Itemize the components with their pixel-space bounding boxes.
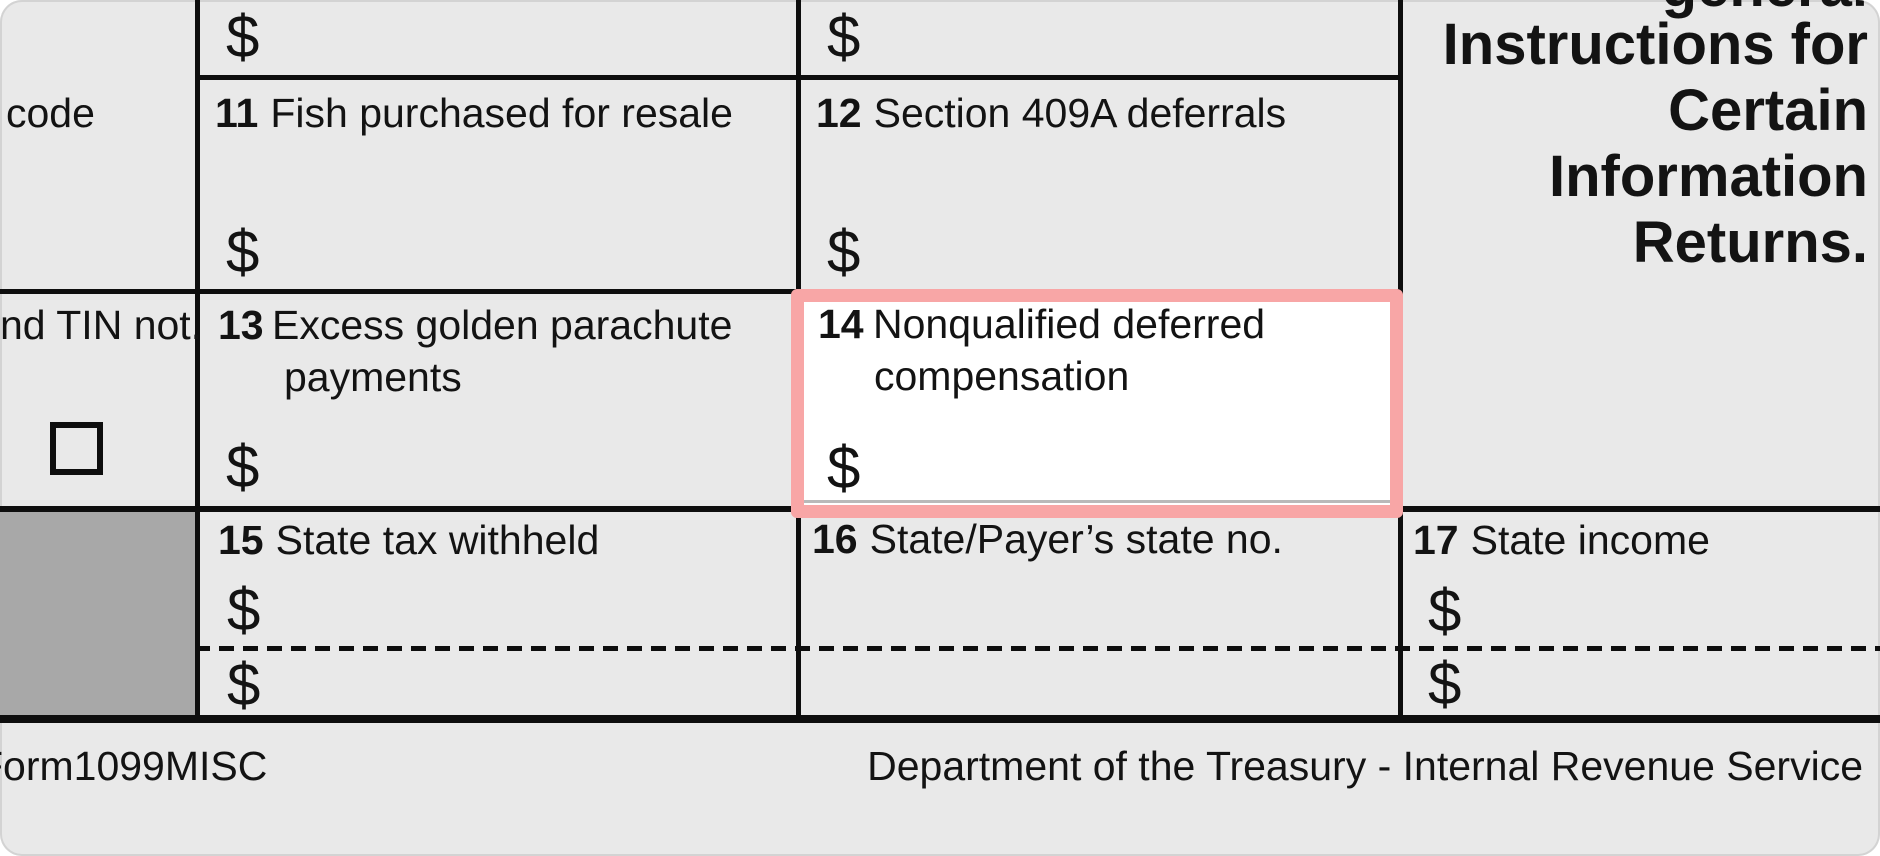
box17-amount-field-2[interactable] — [1403, 652, 1880, 714]
box14-label-line1: Nonqualified deferred — [873, 301, 1266, 347]
dollar-sign: $ — [1428, 577, 1462, 644]
box17-amount-field-1[interactable] — [1403, 555, 1880, 645]
box16-label: 16 State/Payer’s state no. — [812, 519, 1283, 560]
box13-label-line1: Excess golden parachute — [272, 302, 733, 348]
box15-amount-field-1[interactable] — [200, 555, 796, 645]
box16-label-text: State/Payer’s state no. — [869, 516, 1283, 562]
box11-label: 11 Fish purchased for resale — [215, 93, 733, 134]
second-tin-checkbox[interactable] — [50, 422, 103, 475]
grid-line-horizontal-2 — [0, 289, 1403, 294]
grid-line-vertical-1 — [195, 0, 200, 715]
box11-label-text: Fish purchased for resale — [270, 90, 733, 136]
box11-amount-field[interactable] — [200, 150, 796, 288]
instructions-heading: Instructions for Certain Information Ret… — [1443, 12, 1868, 276]
shaded-cell — [0, 512, 195, 715]
box17-label: 17 State income — [1413, 520, 1710, 561]
box14-inner-underline — [804, 500, 1390, 503]
box15-number: 15 — [218, 517, 264, 563]
code-label: code — [6, 90, 95, 136]
box17-number: 17 — [1413, 517, 1459, 563]
box11-number: 11 — [215, 90, 259, 136]
dollar-sign: $ — [227, 576, 261, 643]
second-tin-label: nd TIN not. — [0, 302, 203, 348]
instructions-line-2: Certain — [1668, 78, 1868, 143]
top-right-amount-field[interactable] — [801, 0, 1398, 73]
box13-amount-field[interactable] — [200, 400, 796, 504]
grid-line-horizontal-1 — [195, 75, 1403, 80]
box12-label: 12 Section 409A deferrals — [816, 93, 1286, 134]
box15-label-text: State tax withheld — [275, 517, 600, 563]
dollar-sign: $ — [827, 218, 861, 285]
box13-number: 13 — [218, 302, 264, 348]
box14-number: 14 — [818, 301, 864, 347]
box12-label-text: Section 409A deferrals — [873, 90, 1287, 136]
dollar-sign: $ — [827, 434, 861, 501]
dollar-sign: $ — [226, 433, 260, 500]
dollar-sign: $ — [226, 3, 260, 70]
agency-footer: Department of the Treasury - Internal Re… — [867, 743, 1863, 789]
box13-label-line2: payments — [284, 354, 462, 400]
top-left-amount-field[interactable] — [200, 0, 796, 73]
box15-label: 15 State tax withheld — [218, 520, 599, 561]
box14-label-line2: compensation — [874, 353, 1130, 399]
dollar-sign: $ — [827, 3, 861, 70]
instructions-line-4: Returns. — [1632, 210, 1868, 275]
box12-amount-field[interactable] — [801, 150, 1398, 288]
dashed-split-line — [195, 646, 1880, 651]
box16-field[interactable] — [801, 555, 1398, 713]
form-bottom-rule — [0, 715, 1880, 723]
instructions-clipped-word: general — [1662, 0, 1868, 16]
form-name-footer: Form1099MISC — [0, 743, 268, 789]
box12-number: 12 — [816, 90, 862, 136]
instructions-line-3: Information — [1549, 144, 1868, 209]
dollar-sign: $ — [1428, 650, 1462, 717]
box14-highlighted-field[interactable] — [791, 289, 1403, 518]
dollar-sign: $ — [226, 218, 260, 285]
box17-label-text: State income — [1470, 517, 1710, 563]
box16-number: 16 — [812, 516, 858, 562]
box15-amount-field-2[interactable] — [200, 652, 796, 714]
instructions-line-1: Instructions for — [1442, 12, 1868, 77]
dollar-sign: $ — [227, 651, 261, 718]
